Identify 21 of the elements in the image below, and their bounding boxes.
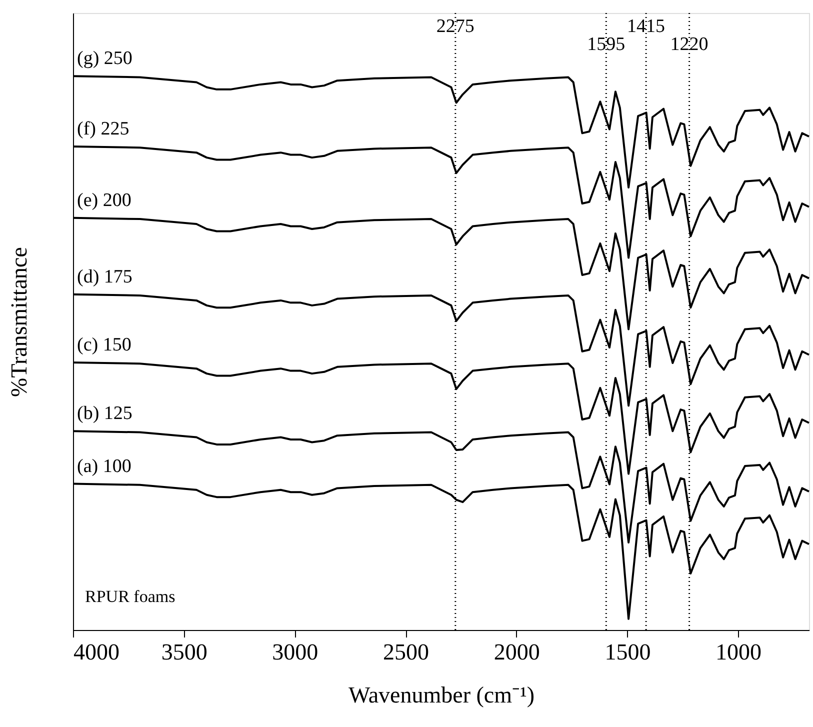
series-label: (a) 100 — [77, 456, 132, 477]
x-tick-label: 1500 — [604, 640, 651, 664]
annotation: RPUR foams — [85, 587, 176, 606]
series-label: (e) 200 — [77, 190, 132, 211]
y-axis-title: %Transmittance — [6, 247, 32, 397]
series-label: (c) 150 — [77, 334, 132, 356]
ref-line-label: 1595 — [587, 34, 626, 55]
x-tick-label: 3000 — [272, 640, 318, 664]
series-label: (g) 250 — [77, 48, 132, 70]
x-tick-label: 3500 — [161, 640, 208, 664]
ref-line-label: 2275 — [436, 16, 474, 37]
ref-line-label: 1220 — [670, 34, 708, 55]
x-tick-label: 4000 — [74, 640, 120, 664]
series-label: (f) 225 — [77, 118, 130, 140]
series-label: (b) 125 — [77, 403, 132, 424]
x-tick-label: 2000 — [494, 640, 540, 664]
x-tick-label: 1000 — [716, 640, 762, 664]
x-tick-label: 2500 — [383, 640, 430, 664]
ref-line-label: 1415 — [627, 16, 666, 37]
x-axis-title: Wavenumber (cm⁻¹) — [348, 682, 535, 708]
series-label: (d) 175 — [77, 266, 132, 288]
